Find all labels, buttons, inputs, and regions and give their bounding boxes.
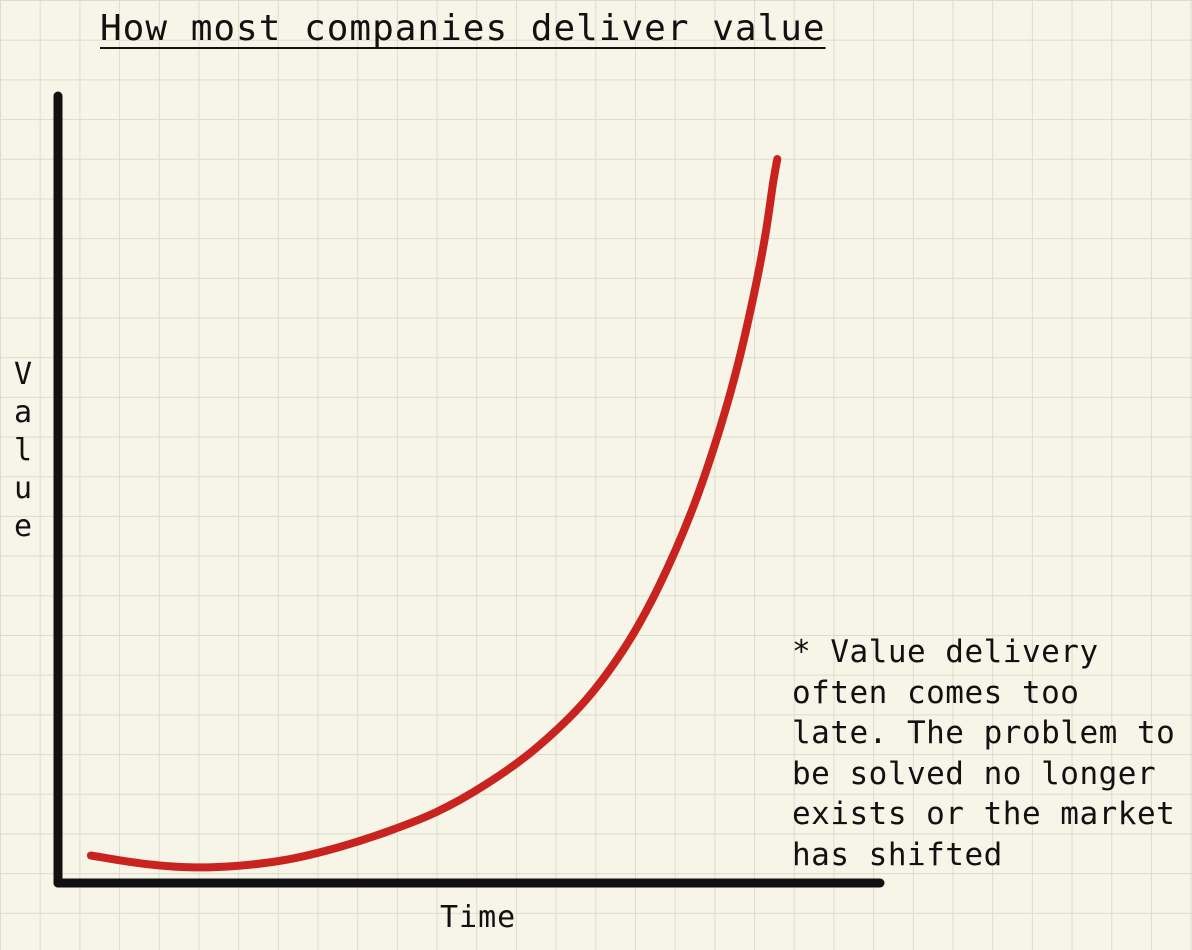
y-axis-label-letter: e — [13, 509, 33, 544]
annotation-note: * Value delivery often comes too late. T… — [792, 634, 1176, 873]
y-axis-label-letter: V — [13, 357, 33, 392]
y-axis-label-letter: l — [13, 433, 33, 468]
y-axis-label-letter: a — [13, 395, 33, 430]
chart-title: How most companies deliver value — [100, 8, 826, 49]
y-axis-label-letter: u — [13, 471, 33, 506]
x-axis-label: Time — [440, 900, 517, 935]
value-curve-line — [86, 155, 782, 872]
